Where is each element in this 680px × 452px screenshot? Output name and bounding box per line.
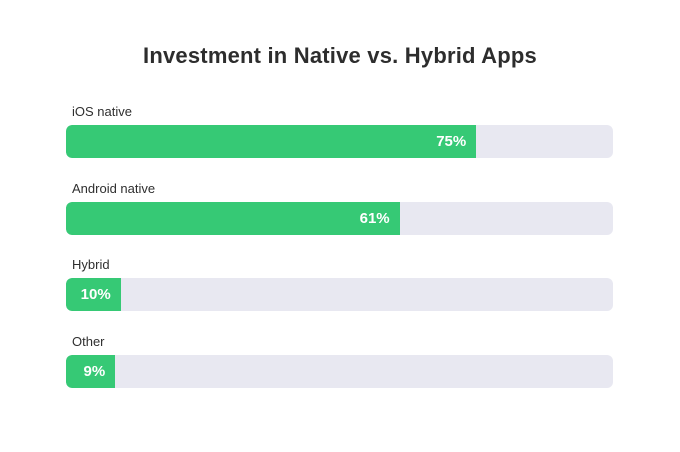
bar: 61% [66,202,400,235]
data-label: 9% [83,363,106,380]
data-label: 10% [80,286,111,303]
bar-track: 75% [66,125,613,158]
bar-label: Other [72,334,105,349]
bar-track: 10% [66,278,613,311]
bar-label: Hybrid [72,257,110,272]
chart-title: Investment in Native vs. Hybrid Apps [143,43,537,68]
bar: 9% [66,355,116,388]
bar: 10% [66,278,121,311]
bar: 75% [66,125,477,158]
data-label: 75% [436,133,467,150]
bar-label: iOS native [72,104,132,119]
bar-track: 61% [66,202,613,235]
data-label: 61% [359,210,390,227]
bar-track: 9% [66,355,613,388]
bar-label: Android native [72,181,156,196]
